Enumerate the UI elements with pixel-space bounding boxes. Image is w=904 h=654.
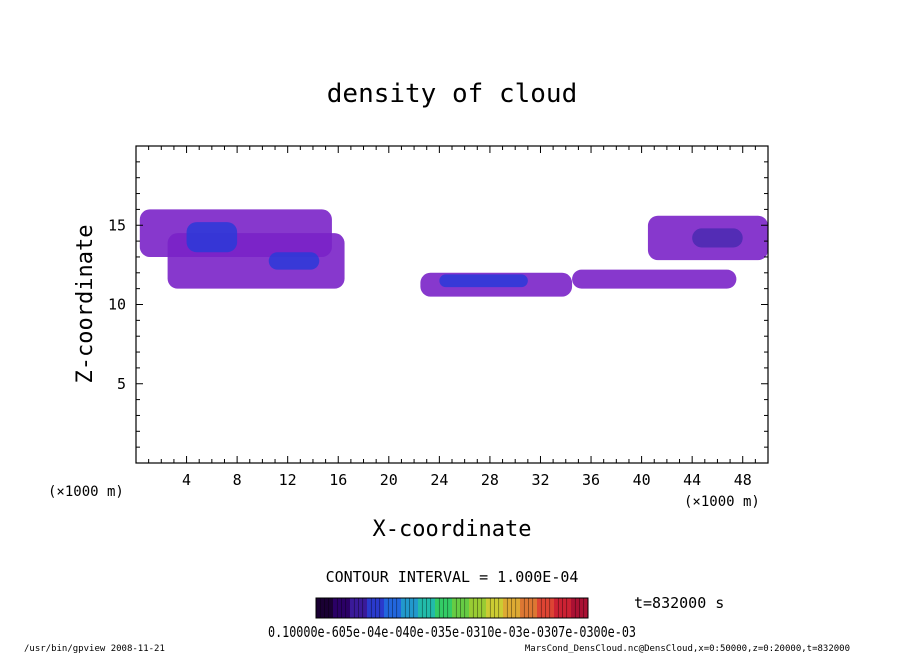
x-axis-label: X-coordinate (373, 517, 532, 542)
y-axis-label: Z-coordinate (73, 225, 98, 384)
x-tick-label: 20 (380, 471, 398, 489)
footer-right: MarsCond_DensCloud.nc@DensCloud,x=0:5000… (525, 644, 850, 654)
x-tick-label: 40 (633, 471, 651, 489)
x-tick-label: 32 (531, 471, 549, 489)
x-tick-label: 4 (182, 471, 191, 489)
colorbar-frame (315, 597, 589, 619)
cloud-region-8 (692, 228, 743, 248)
plot-frame (135, 145, 769, 464)
cloud-field (139, 209, 768, 297)
x-tick-label: 48 (734, 471, 752, 489)
y-tick-label: 15 (108, 216, 126, 234)
contour-interval-label: CONTOUR INTERVAL = 1.000E-04 (326, 568, 579, 586)
x-tick-label: 8 (233, 471, 242, 489)
cloud-region-3 (268, 252, 320, 270)
cloud-region-6 (572, 269, 737, 289)
footer-left: /usr/bin/gpview 2008-11-21 (24, 644, 165, 654)
colorbar-labels: 0.10000e-605e-04e-040e-035e-0310e-03e-03… (268, 623, 636, 641)
x-tick-label: 16 (329, 471, 347, 489)
y-axis: 5 10 15 (108, 161, 768, 448)
x-axis: 4 8 12 16 20 24 28 32 36 40 44 48 (148, 146, 756, 489)
x-tick-label: 28 (481, 471, 499, 489)
y-tick-label: 5 (117, 375, 126, 393)
x-tick-label: 24 (430, 471, 448, 489)
x-tick-label: 12 (279, 471, 297, 489)
x-tick-label: 44 (683, 471, 701, 489)
x-unit-right: (×1000 m) (684, 494, 760, 510)
cloud-region-5 (439, 274, 528, 288)
chart-title: density of cloud (327, 79, 577, 109)
time-label: t=832000 s (634, 594, 724, 612)
colorbar (316, 598, 589, 618)
x-unit-left: (×1000 m) (48, 484, 124, 500)
cloud-region-2 (186, 222, 238, 253)
y-tick-label: 10 (108, 296, 126, 314)
x-tick-label: 36 (582, 471, 600, 489)
